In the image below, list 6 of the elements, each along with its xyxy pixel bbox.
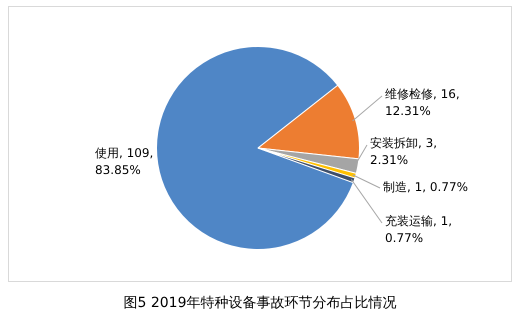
- slice-label: 使用, 109, 83.85%: [95, 146, 154, 178]
- slice-label: 充装运输, 1, 0.77%: [385, 214, 452, 246]
- slice-label: 制造, 1, 0.77%: [383, 180, 468, 194]
- text: 图5 2019年特种设备事故环节分布占比情况: [122, 294, 398, 312]
- slice-label: 维修检修, 16, 12.31%: [385, 87, 460, 118]
- slice-label: 安装拆卸, 3, 2.31%: [370, 136, 438, 168]
